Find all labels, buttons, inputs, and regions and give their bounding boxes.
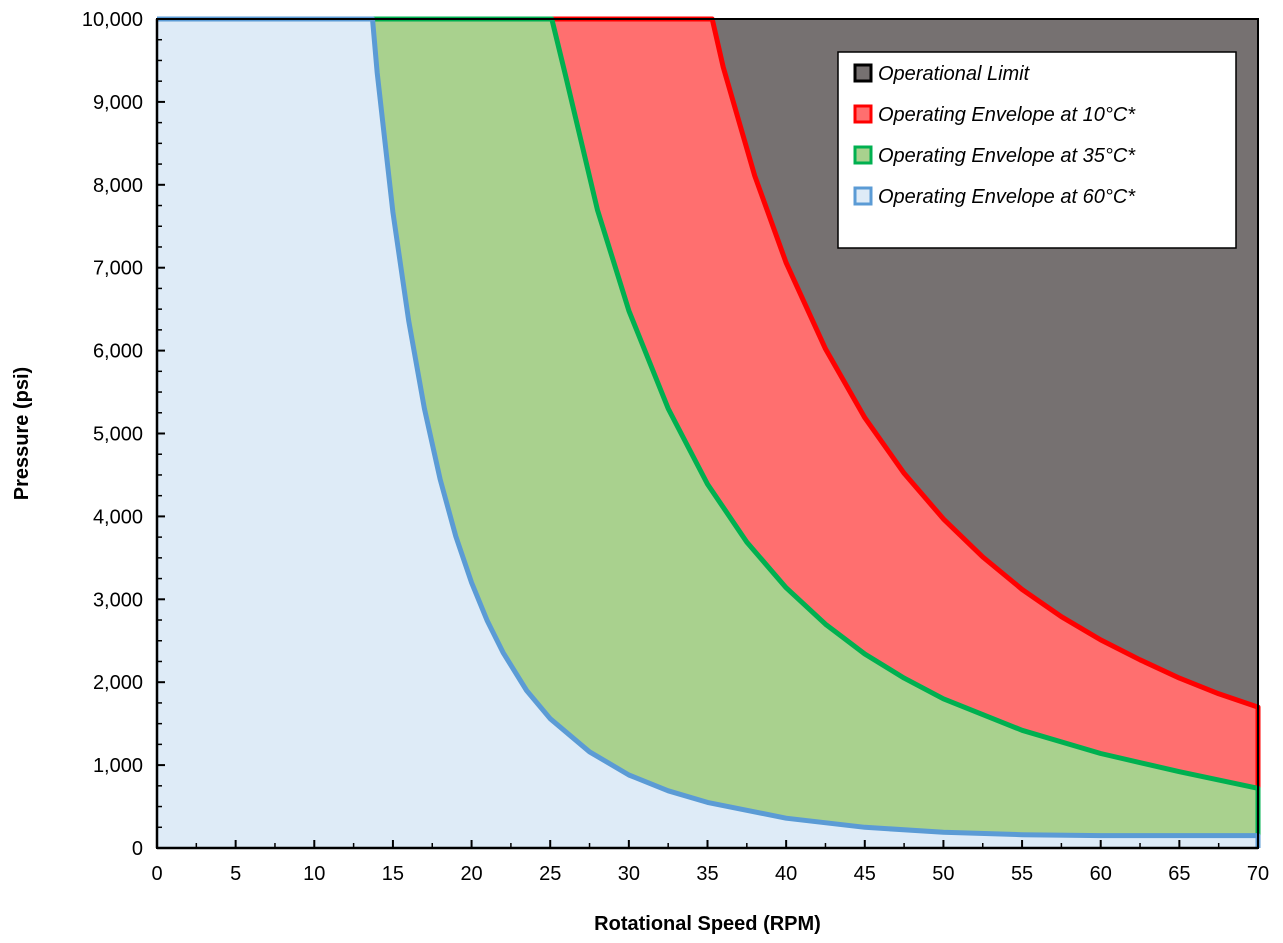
legend-swatch (855, 65, 871, 81)
x-tick-label: 25 (539, 863, 561, 885)
legend-item: Operating Envelope at 10°C* (855, 104, 1136, 126)
x-tick-label: 0 (151, 863, 162, 885)
legend-item: Operating Envelope at 35°C* (855, 145, 1136, 167)
x-tick-label: 60 (1090, 863, 1112, 885)
y-axis-title: Pressure (psi) (11, 367, 33, 500)
x-tick-label: 55 (1011, 863, 1033, 885)
legend-label: Operating Envelope at 35°C* (878, 145, 1136, 167)
legend-label: Operating Envelope at 10°C* (878, 104, 1136, 126)
y-tick-label: 1,000 (93, 755, 143, 777)
x-axis-title: Rotational Speed (RPM) (594, 913, 821, 935)
x-tick-label: 65 (1168, 863, 1190, 885)
legend-label: Operational Limit (878, 63, 1031, 85)
legend-label: Operating Envelope at 60°C* (878, 186, 1136, 208)
x-tick-label: 40 (775, 863, 797, 885)
y-tick-label: 8,000 (93, 175, 143, 197)
y-tick-label: 6,000 (93, 341, 143, 363)
x-tick-label: 15 (382, 863, 404, 885)
legend-swatch (855, 188, 871, 204)
x-tick-label: 20 (460, 863, 482, 885)
y-tick-label: 7,000 (93, 258, 143, 280)
legend-item: Operating Envelope at 60°C* (855, 186, 1136, 208)
y-tick-label: 0 (132, 838, 143, 860)
y-tick-label: 3,000 (93, 589, 143, 611)
y-tick-label: 2,000 (93, 672, 143, 694)
x-tick-labels: 0 5 10 15 20 25 30 35 40 45 50 55 60 65 70 (151, 863, 1269, 885)
y-tick-label: 10,000 (82, 9, 143, 31)
x-tick-label: 35 (696, 863, 718, 885)
x-tick-label: 5 (230, 863, 241, 885)
x-tick-label: 30 (618, 863, 640, 885)
y-tick-labels: 0 1,000 2,000 3,000 4,000 5,000 6,000 7,000 8,00… (82, 9, 143, 860)
legend: Operational Limit Operating Envelope at 1… (838, 52, 1236, 248)
legend-item: Operational Limit (855, 63, 1031, 85)
legend-swatch (855, 106, 871, 122)
y-tick-label: 4,000 (93, 506, 143, 528)
x-tick-label: 50 (932, 863, 954, 885)
y-tick-label: 5,000 (93, 424, 143, 446)
x-tick-label: 70 (1247, 863, 1269, 885)
y-tick-label: 9,000 (93, 92, 143, 114)
x-tick-label: 10 (303, 863, 325, 885)
legend-swatch (855, 147, 871, 163)
x-tick-label: 45 (854, 863, 876, 885)
